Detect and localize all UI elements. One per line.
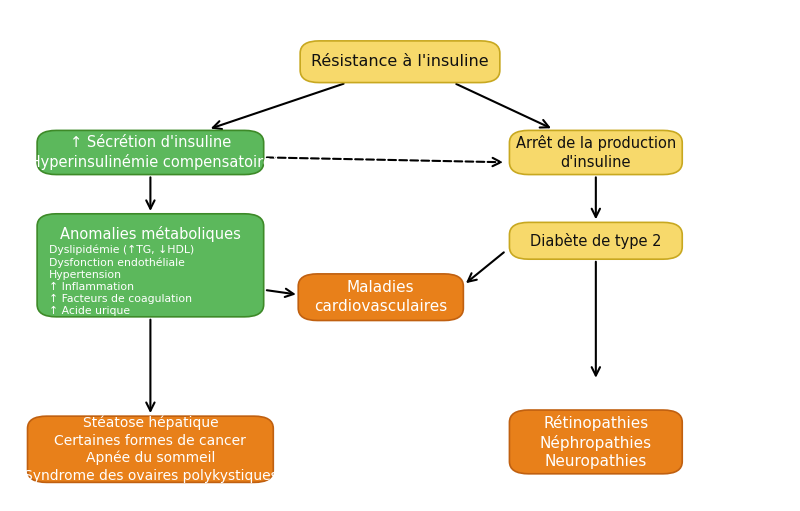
Text: Dyslipidémie (↑TG, ↓HDL)
Dysfonction endothéliale
Hypertension
↑ Inflammation
↑ : Dyslipidémie (↑TG, ↓HDL) Dysfonction end… [49, 245, 194, 329]
FancyBboxPatch shape [37, 214, 264, 317]
FancyBboxPatch shape [510, 130, 682, 175]
Text: Rétinopathies
Néphropathies
Neuropathies: Rétinopathies Néphropathies Neuropathies [540, 414, 652, 469]
FancyBboxPatch shape [298, 274, 463, 320]
Text: ↑ Sécrétion d'insuline
(Hyperinsulinémie compensatoire): ↑ Sécrétion d'insuline (Hyperinsulinémie… [24, 135, 277, 170]
Text: Maladies
cardiovasculaires: Maladies cardiovasculaires [314, 281, 447, 314]
Text: Arrêt de la production
d'insuline: Arrêt de la production d'insuline [516, 135, 676, 170]
FancyBboxPatch shape [37, 130, 264, 175]
Text: Stéatose hépatique
Certaines formes de cancer
Apnée du sommeil
Syndrome des ovai: Stéatose hépatique Certaines formes de c… [23, 416, 278, 483]
Text: Résistance à l'insuline: Résistance à l'insuline [311, 54, 489, 69]
Text: Anomalies métaboliques: Anomalies métaboliques [60, 226, 241, 242]
Text: Diabète de type 2: Diabète de type 2 [530, 233, 662, 249]
FancyBboxPatch shape [27, 416, 274, 482]
FancyBboxPatch shape [510, 410, 682, 474]
FancyBboxPatch shape [510, 222, 682, 259]
FancyBboxPatch shape [300, 41, 500, 83]
